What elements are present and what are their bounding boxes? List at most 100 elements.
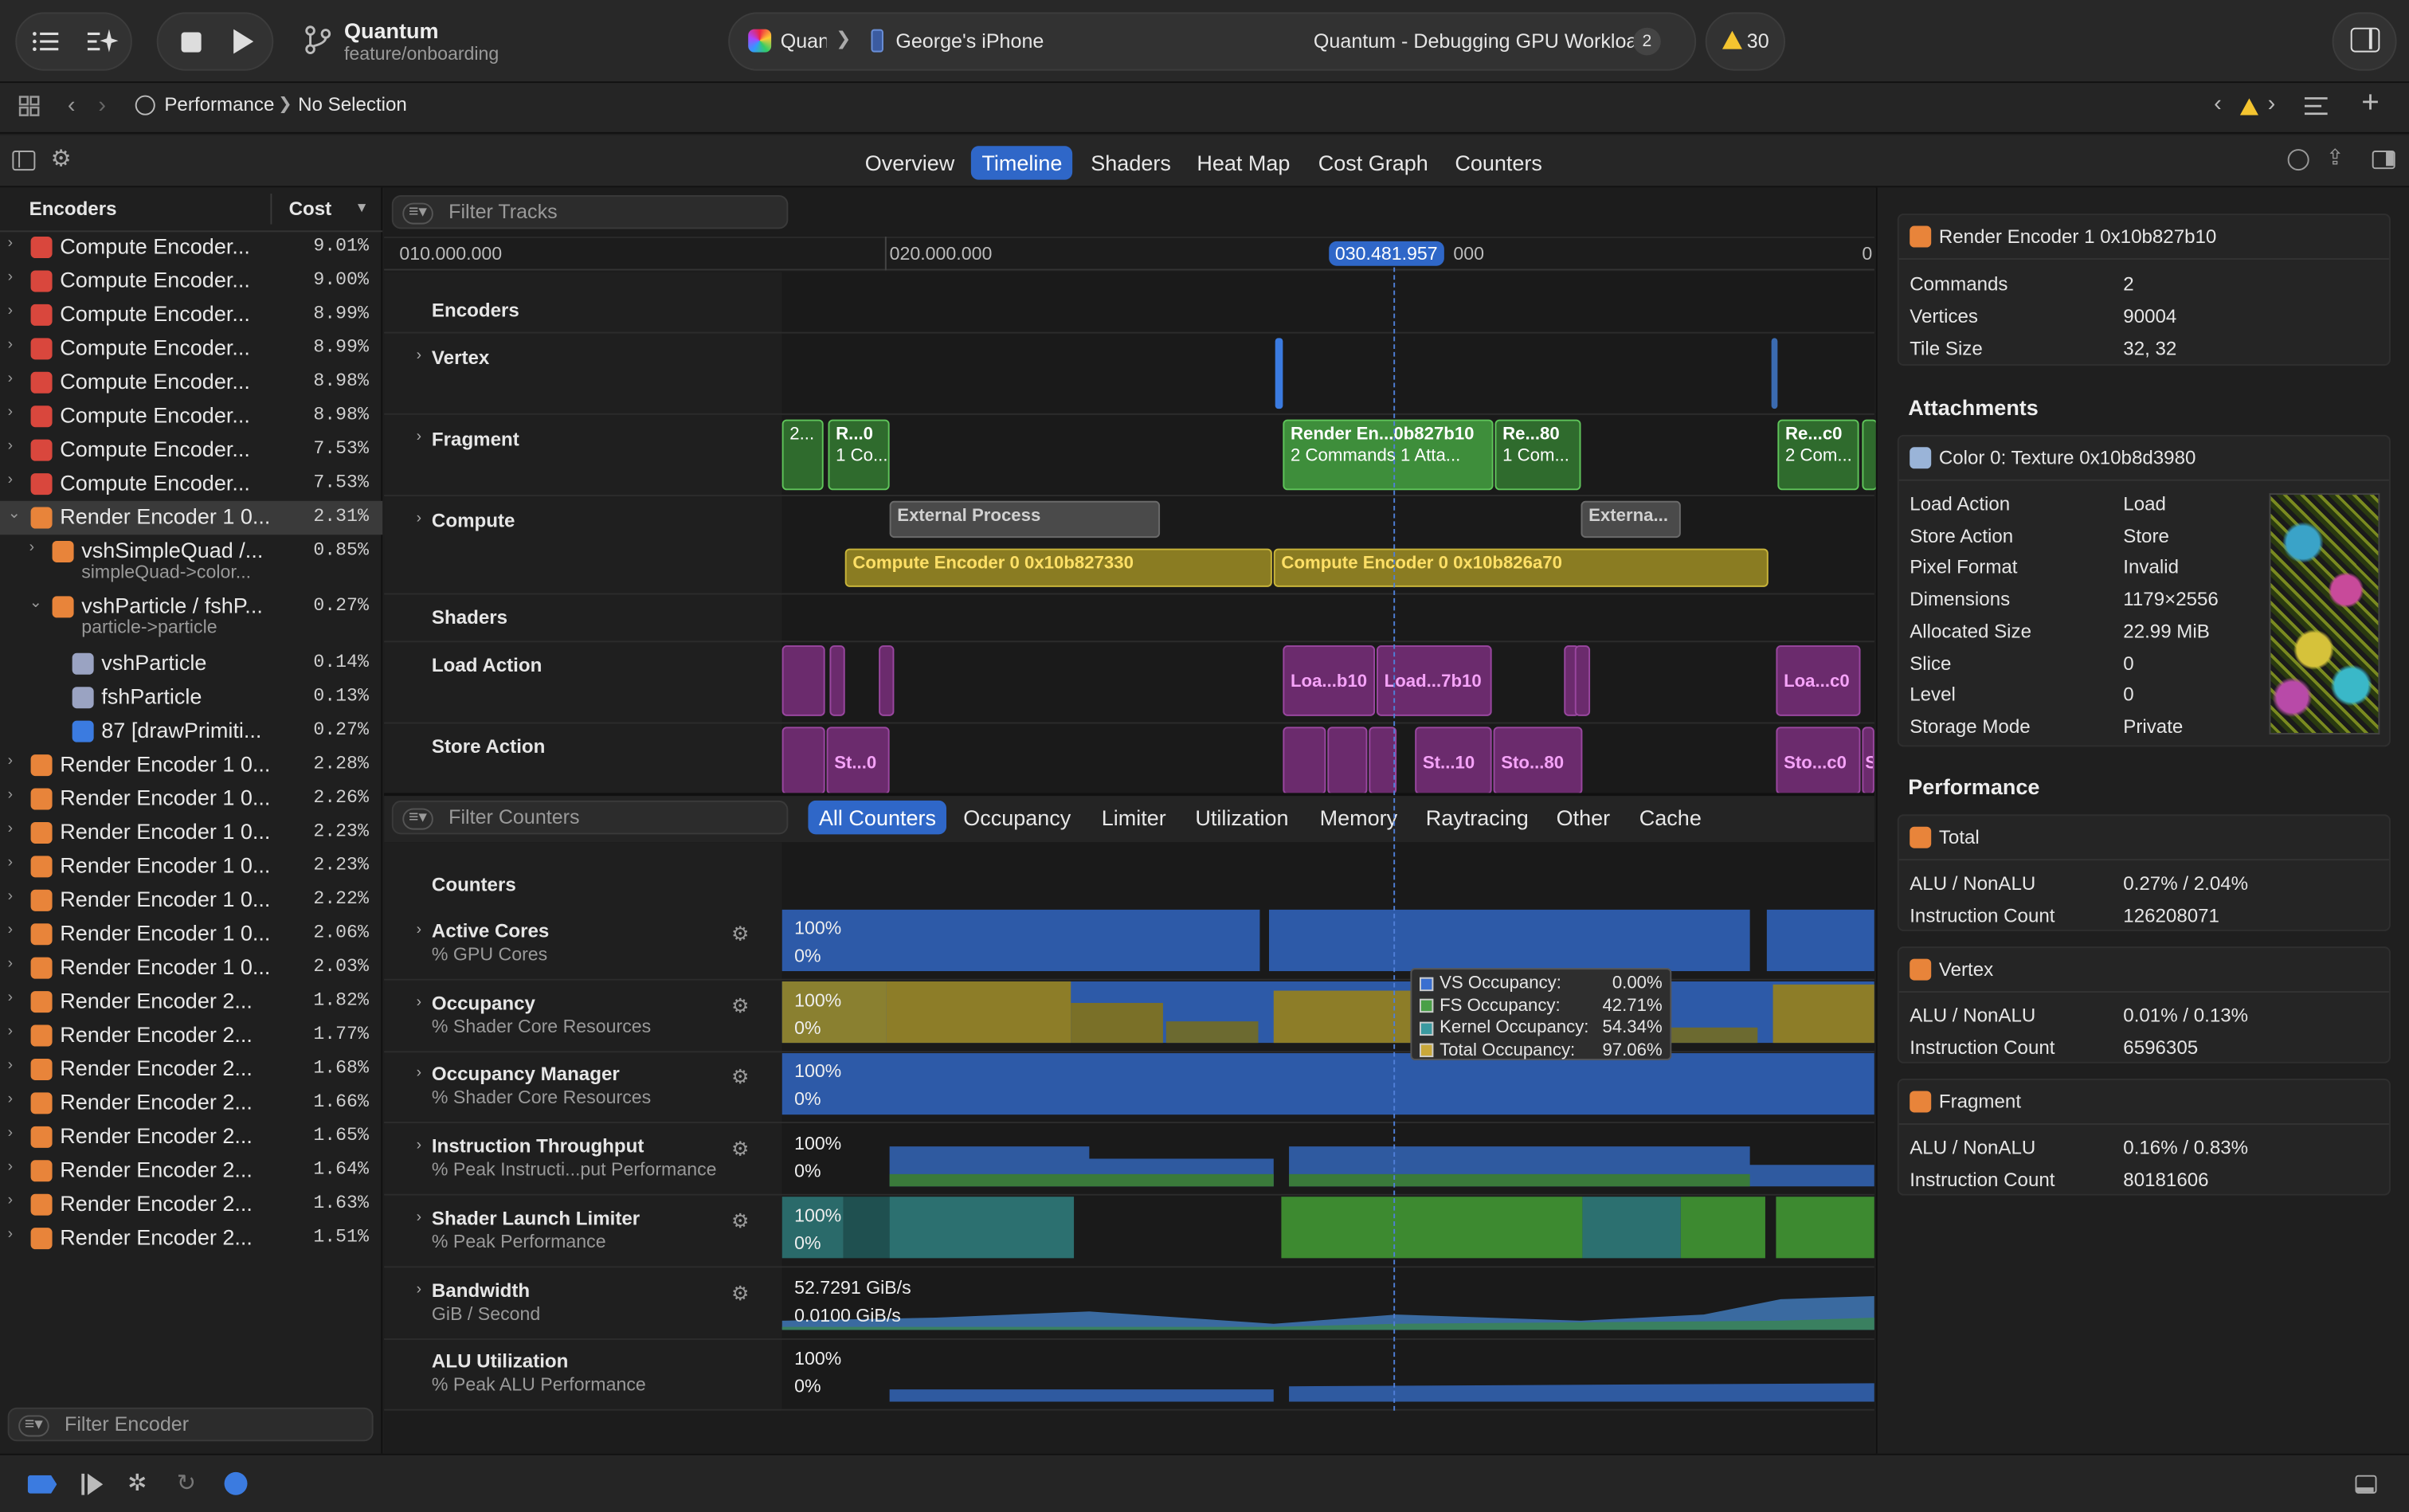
counter-settings-gear-icon[interactable]: ⚙ (731, 1208, 750, 1232)
load-action-block[interactable]: Load...7b10 (1376, 645, 1492, 716)
counter-expand-chevron-icon[interactable]: › (416, 922, 422, 939)
load-action-block[interactable] (829, 645, 845, 716)
tab-overview[interactable]: Overview (864, 151, 955, 175)
fragment-encoder-block-selected[interactable]: Render En...0b827b10 2 Commands 1 Atta... (1283, 419, 1494, 491)
store-action-block[interactable] (781, 727, 825, 795)
track-compute[interactable]: Compute (431, 510, 515, 532)
continue-icon[interactable] (81, 1473, 104, 1500)
fragment-encoder-block[interactable]: 2... (781, 419, 824, 491)
disclosure-chevron-icon[interactable]: › (7, 302, 14, 320)
load-action-block[interactable]: Loa...c0 (1776, 645, 1861, 716)
sidebar-left-icon[interactable] (12, 151, 36, 171)
counter-settings-gear-icon[interactable]: ⚙ (731, 1137, 750, 1161)
counter-row[interactable]: › Bandwidth GiB / Second ⚙ 52.7291 GiB/s 0.01… (384, 1268, 1874, 1340)
debug-area-toggle-icon[interactable] (2355, 1475, 2377, 1494)
disclosure-chevron-icon[interactable]: › (7, 370, 14, 388)
compute-expand-chevron-icon[interactable]: › (416, 510, 422, 527)
disclosure-chevron-icon[interactable]: › (7, 1226, 14, 1244)
breadcrumb-performance[interactable]: Performance (164, 93, 275, 116)
disclosure-chevron-icon[interactable]: › (29, 539, 35, 557)
disclosure-chevron-icon[interactable]: › (7, 1124, 14, 1142)
counter-tab-raytracing[interactable]: Raytracing (1425, 805, 1529, 830)
inspector-toggle-button[interactable] (2332, 12, 2397, 71)
attachment-card[interactable]: Color 0: Texture 0x10b8d3980 Load Action… (1897, 434, 2391, 747)
disclosure-chevron-icon[interactable]: › (7, 336, 14, 354)
stop-button[interactable] (172, 22, 209, 61)
run-button[interactable] (225, 22, 261, 61)
render-encoder-row[interactable]: ⌄ Render Encoder 1 0... 2.31% (0, 500, 383, 535)
issue-warning-icon[interactable] (2239, 97, 2258, 120)
counter-row[interactable]: ALU Utilization% Peak ALU Performance 100… (384, 1340, 1874, 1412)
counter-tab-limiter[interactable]: Limiter (1101, 805, 1166, 830)
encoders-column-header[interactable]: Encoders (29, 198, 117, 220)
shader-row[interactable]: › Render Encoder 1 0... 2.06% (0, 918, 382, 951)
vertex-expand-chevron-icon[interactable]: › (416, 347, 422, 365)
shader-row[interactable]: › Render Encoder 2... 1.65% (0, 1120, 382, 1154)
time-ruler[interactable] (384, 237, 1874, 271)
editor-options-icon[interactable] (2304, 97, 2328, 120)
counter-row[interactable]: › Shader Launch Limiter% Peak Performance… (384, 1197, 1874, 1267)
project-name[interactable]: Quantum (343, 18, 439, 44)
add-editor-icon[interactable]: + (2361, 86, 2380, 120)
shader-row[interactable]: › Render Encoder 1 0... 2.28% (0, 748, 382, 781)
disclosure-chevron-icon[interactable]: › (7, 1023, 14, 1040)
playhead-line[interactable] (1393, 267, 1396, 1411)
disclosure-chevron-icon[interactable]: › (7, 854, 14, 872)
shader-row[interactable]: 87 [drawPrimiti... 0.27% (0, 715, 382, 748)
compute-encoder-row[interactable]: › Compute Encoder... 8.98% (0, 366, 382, 399)
counter-row[interactable]: › Occupancy% Shader Core Resources ⚙ 100% 0% (384, 981, 1874, 1052)
load-action-block[interactable] (781, 645, 825, 716)
store-action-block[interactable] (1283, 727, 1326, 795)
split-divider[interactable] (384, 793, 1874, 797)
assistant-sparkle-icon[interactable] (83, 22, 123, 61)
store-action-block[interactable]: St...0 (826, 727, 890, 795)
shader-row[interactable]: › Render Encoder 1 0... 2.03% (0, 951, 382, 985)
disclosure-chevron-icon[interactable]: › (7, 1091, 14, 1108)
shader-row[interactable]: › Render Encoder 2... 1.66% (0, 1087, 382, 1120)
filter-encoder-input[interactable]: Filter Encoder (7, 1407, 374, 1442)
shader-row[interactable]: vshParticle 0.14% (0, 647, 382, 680)
store-action-block[interactable]: Sto...80 (1493, 727, 1583, 795)
fragment-encoder-block[interactable]: R...0 1 Co... (828, 419, 890, 491)
load-action-block[interactable]: Loa...b10 (1283, 645, 1376, 716)
counter-tab-utilization[interactable]: Utilization (1195, 805, 1289, 830)
compute-encoder-row[interactable]: › Compute Encoder... 7.53% (0, 433, 382, 467)
counter-expand-chevron-icon[interactable]: › (416, 993, 422, 1011)
counter-tab-all[interactable]: All Counters (808, 800, 947, 835)
compute-encoder-row[interactable]: › Compute Encoder... 8.98% (0, 400, 382, 433)
shader-row[interactable]: › Render Encoder 1 0... 2.23% (0, 850, 382, 883)
disclosure-chevron-icon[interactable]: ⌄ (29, 594, 42, 612)
store-action-block[interactable]: St...10 (1415, 727, 1492, 795)
disclosure-chevron-icon[interactable]: › (7, 437, 14, 455)
prev-issue-icon[interactable]: ‹ (2214, 90, 2222, 117)
shader-row[interactable]: fshParticle 0.13% (0, 680, 382, 714)
render-encoder-row[interactable]: ⌄ vshParticle / fshP... particle->particle… (0, 590, 382, 645)
counter-tab-cache[interactable]: Cache (1639, 805, 1702, 830)
shader-row[interactable]: › Render Encoder 2... 1.64% (0, 1154, 382, 1188)
counter-graphs[interactable] (781, 907, 1874, 1411)
disclosure-chevron-icon[interactable]: › (7, 1158, 14, 1176)
filter-tracks-input[interactable]: Filter Tracks (391, 194, 789, 229)
vertex-event[interactable] (1275, 338, 1283, 409)
counter-expand-chevron-icon[interactable]: › (416, 1137, 422, 1154)
counter-tab-other[interactable]: Other (1556, 805, 1611, 830)
load-action-block[interactable] (1574, 645, 1591, 716)
load-action-block[interactable] (879, 645, 895, 716)
back-icon[interactable]: ‹ (67, 92, 76, 119)
counter-settings-gear-icon[interactable]: ⚙ (731, 922, 750, 946)
shader-row[interactable]: › Render Encoder 2... 1.68% (0, 1052, 382, 1086)
counter-tab-occupancy[interactable]: Occupancy (963, 805, 1071, 830)
shader-row[interactable]: › Render Encoder 2... 1.51% (0, 1221, 382, 1255)
store-action-block[interactable]: S (1862, 727, 1874, 795)
performance-gauge-icon[interactable] (2287, 149, 2309, 171)
disclosure-chevron-icon[interactable]: › (7, 786, 14, 804)
debug-bug-icon[interactable]: ✲ (127, 1470, 147, 1497)
filter-counters-input[interactable]: Filter Counters (391, 800, 789, 835)
disclosure-chevron-icon[interactable]: › (7, 955, 14, 973)
store-action-block[interactable] (1369, 727, 1397, 795)
cost-column-header[interactable]: Cost (288, 198, 332, 220)
counter-expand-chevron-icon[interactable]: › (416, 1065, 422, 1083)
disclosure-chevron-icon[interactable]: › (7, 1057, 14, 1075)
compute-encoder-row[interactable]: › Compute Encoder... 8.99% (0, 332, 382, 366)
store-action-block[interactable] (1327, 727, 1368, 795)
